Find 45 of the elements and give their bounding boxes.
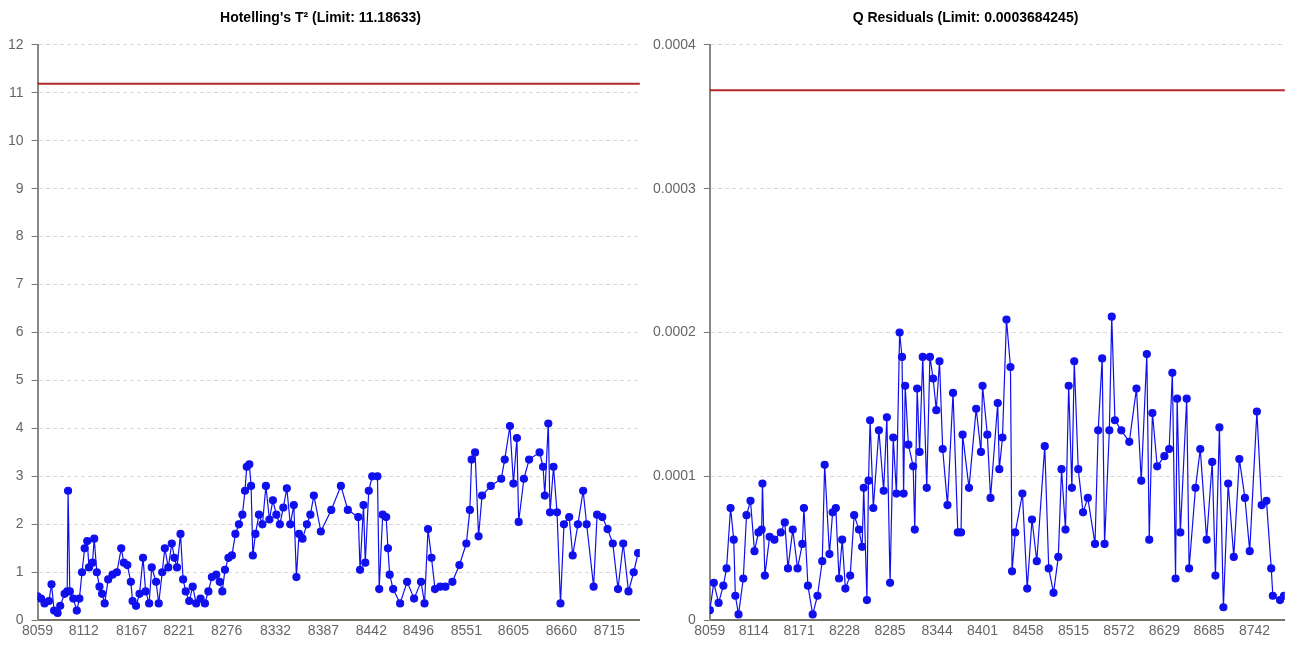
x-tick-label: 8515 bbox=[1057, 622, 1090, 639]
x-tick-label: 8285 bbox=[874, 622, 906, 639]
x-tick-label: 8496 bbox=[402, 622, 435, 639]
x-tick-label: 8551 bbox=[450, 622, 483, 639]
y-tick-label: 12 bbox=[7, 35, 24, 52]
x-tick-label: 8059 bbox=[694, 622, 726, 639]
x-tick-label: 8458 bbox=[1012, 622, 1044, 639]
x-tick-label: 8715 bbox=[593, 622, 626, 639]
y-tick-label: 5 bbox=[15, 371, 24, 388]
y-tick-label: 10 bbox=[7, 131, 24, 148]
x-tick-label: 8742 bbox=[1238, 622, 1271, 639]
y-tick-label: 7 bbox=[15, 275, 24, 292]
x-tick-label: 8572 bbox=[1103, 622, 1135, 639]
y-tick-label: 11 bbox=[9, 83, 24, 100]
y-tick-label: 6 bbox=[15, 323, 24, 340]
y-tick-label: 8 bbox=[15, 227, 24, 244]
x-tick-label: 8276 bbox=[211, 622, 243, 639]
y-tick-label: 1 bbox=[15, 563, 24, 580]
y-tick-label: 4 bbox=[15, 419, 24, 436]
y-tick-label: 2 bbox=[15, 515, 24, 532]
y-tick-label: 3 bbox=[15, 467, 24, 484]
x-tick-label: 8629 bbox=[1148, 622, 1181, 639]
y-tick-label: 0.0003 bbox=[652, 179, 697, 196]
x-tick-label: 8171 bbox=[783, 622, 815, 639]
chart-title: Q Residuals (Limit: 0.0003684245) bbox=[852, 9, 1079, 26]
x-tick-label: 8114 bbox=[738, 622, 769, 639]
x-tick-label: 8344 bbox=[921, 622, 953, 639]
y-tick-label: 9 bbox=[15, 179, 24, 196]
x-tick-label: 8112 bbox=[68, 622, 100, 639]
x-tick-label: 8442 bbox=[355, 622, 388, 639]
x-tick-label: 8059 bbox=[21, 622, 54, 639]
x-tick-label: 8685 bbox=[1193, 622, 1225, 639]
x-tick-label: 8660 bbox=[545, 622, 578, 639]
x-tick-label: 8221 bbox=[163, 622, 195, 639]
y-tick-label: 0.0001 bbox=[652, 467, 697, 484]
x-tick-label: 8228 bbox=[829, 622, 861, 639]
y-tick-label: 0.0002 bbox=[652, 323, 697, 340]
x-tick-label: 8332 bbox=[259, 622, 292, 639]
y-tick-label: 0 bbox=[15, 611, 24, 628]
y-tick-label: 0.0004 bbox=[652, 35, 697, 52]
x-tick-label: 8167 bbox=[116, 622, 148, 639]
x-tick-label: 8605 bbox=[497, 622, 530, 639]
x-tick-label: 8387 bbox=[307, 622, 340, 639]
x-tick-label: 8401 bbox=[966, 622, 999, 639]
chart-title: Hotelling's T² (Limit: 11.18633) bbox=[220, 9, 421, 26]
